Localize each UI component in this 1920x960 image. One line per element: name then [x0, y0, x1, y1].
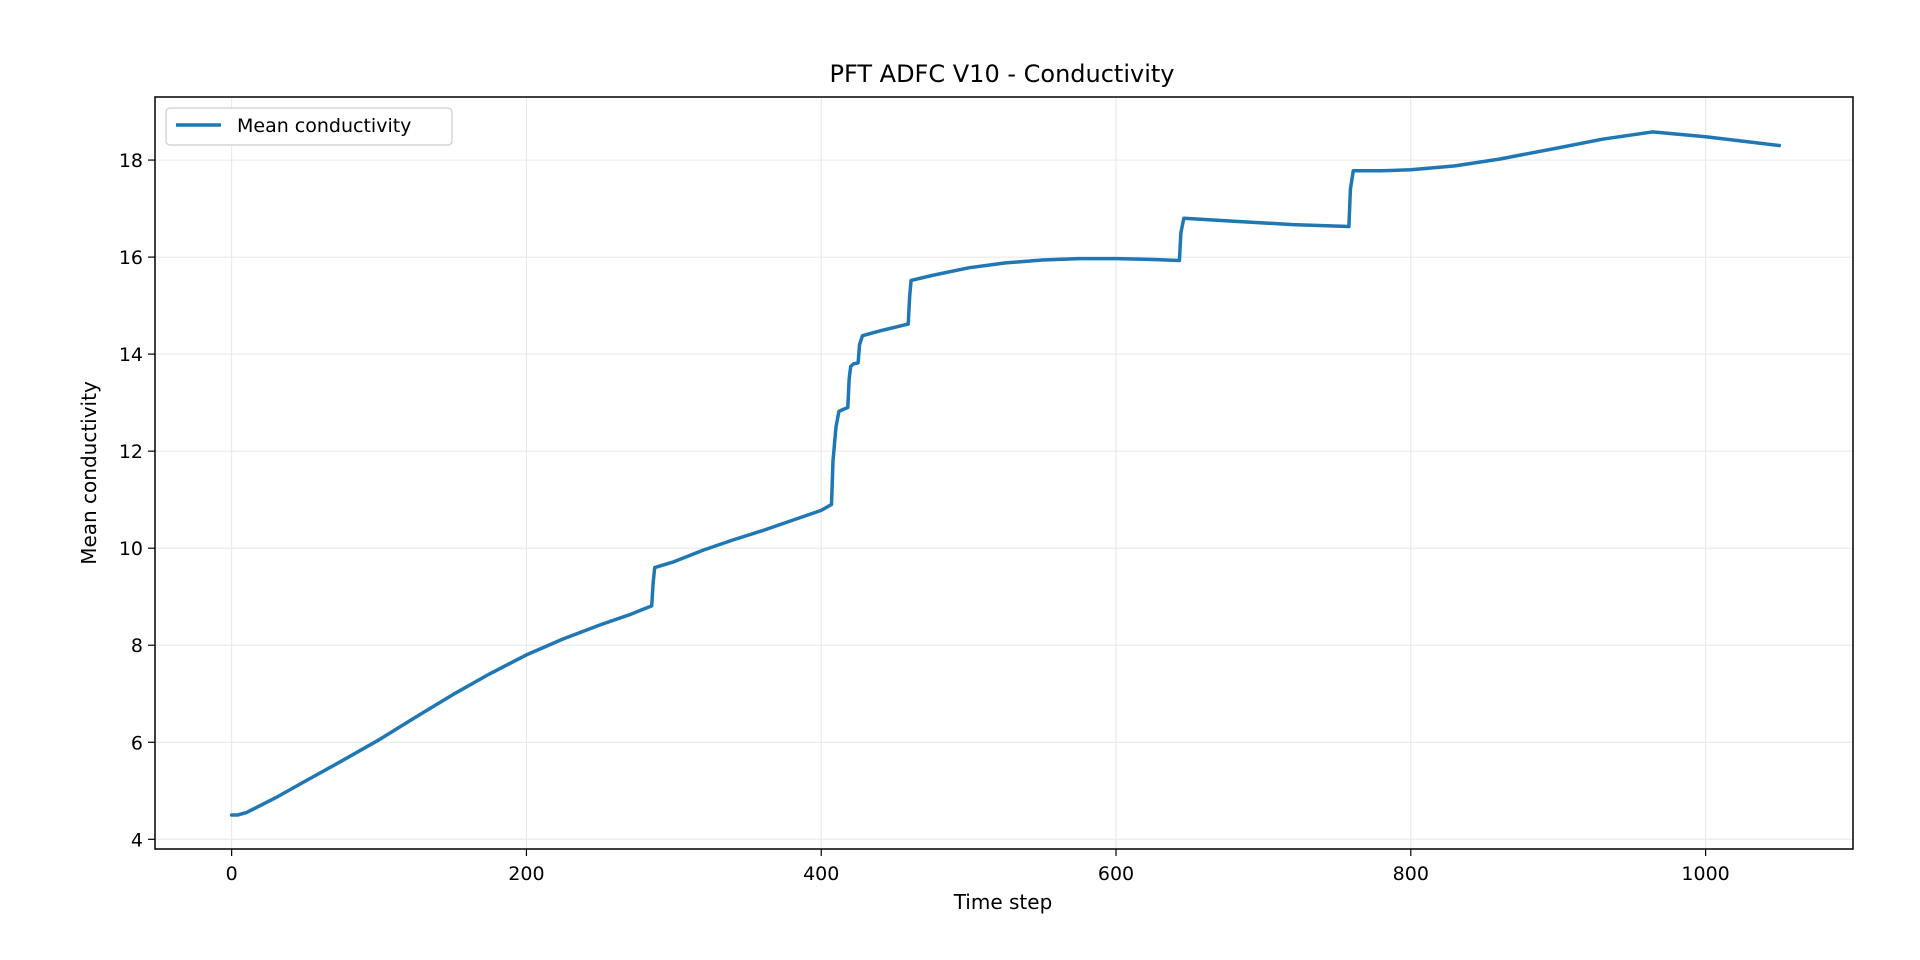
legend-box: [165, 107, 453, 146]
x-tick-label: 600: [1098, 863, 1134, 885]
x-tick-label: 800: [1393, 863, 1429, 885]
x-tick-label: 400: [803, 863, 839, 885]
y-tick-label: 18: [119, 150, 143, 172]
y-tick-label: 6: [131, 732, 143, 754]
x-axis-label: Time step: [953, 890, 1053, 914]
x-tick-label: 200: [508, 863, 544, 885]
y-axis-label: Mean conductivity: [77, 381, 101, 565]
series-line-0: [229, 130, 1782, 817]
y-tick-label: 12: [119, 441, 143, 463]
grid-lines: [155, 97, 1853, 849]
x-tick-label: 0: [226, 863, 238, 885]
y-tick-label: 10: [119, 538, 143, 560]
y-tick-label: 16: [119, 247, 143, 269]
legend: Mean conductivity: [165, 107, 453, 146]
y-tick-label: 8: [131, 635, 143, 657]
plot-frame: [154, 96, 1854, 850]
series-layer: [229, 130, 1782, 817]
legend-entry-label: Mean conductivity: [237, 115, 411, 137]
y-tick-label: 4: [131, 829, 143, 851]
y-tick-label: 14: [119, 344, 143, 366]
x-tick-label: 1000: [1681, 863, 1729, 885]
chart-title: PFT ADFC V10 - Conductivity: [830, 60, 1175, 88]
axis-ticks: 0 200 400 600 800 1000 4 6 8 10 12 14 16 18: [119, 150, 1730, 885]
